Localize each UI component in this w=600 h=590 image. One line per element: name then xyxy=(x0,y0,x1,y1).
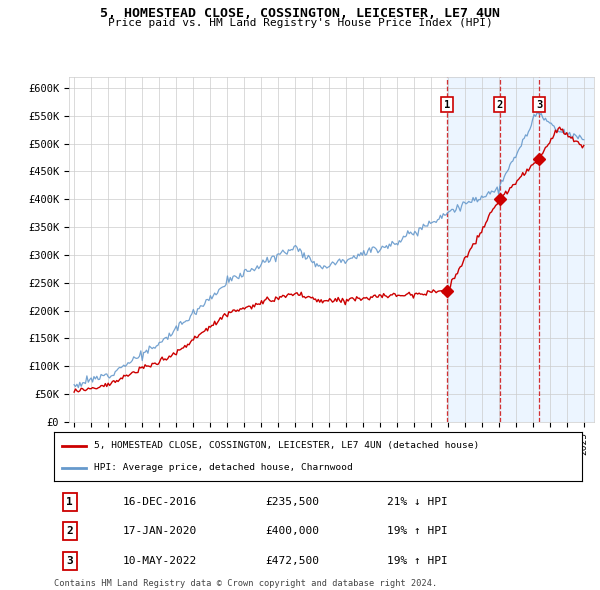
Text: 2: 2 xyxy=(496,100,503,110)
Text: 21% ↓ HPI: 21% ↓ HPI xyxy=(386,497,448,507)
Text: 5, HOMESTEAD CLOSE, COSSINGTON, LEICESTER, LE7 4UN (detached house): 5, HOMESTEAD CLOSE, COSSINGTON, LEICESTE… xyxy=(94,441,479,450)
Text: HPI: Average price, detached house, Charnwood: HPI: Average price, detached house, Char… xyxy=(94,463,352,472)
Text: 5, HOMESTEAD CLOSE, COSSINGTON, LEICESTER, LE7 4UN: 5, HOMESTEAD CLOSE, COSSINGTON, LEICESTE… xyxy=(100,7,500,20)
Text: 17-JAN-2020: 17-JAN-2020 xyxy=(122,526,197,536)
Text: 1: 1 xyxy=(444,100,451,110)
Text: 1: 1 xyxy=(67,497,73,507)
Text: £400,000: £400,000 xyxy=(265,526,319,536)
Text: 3: 3 xyxy=(67,556,73,566)
Text: 2: 2 xyxy=(67,526,73,536)
Text: 19% ↑ HPI: 19% ↑ HPI xyxy=(386,526,448,536)
Text: £472,500: £472,500 xyxy=(265,556,319,566)
Text: £235,500: £235,500 xyxy=(265,497,319,507)
Text: 10-MAY-2022: 10-MAY-2022 xyxy=(122,556,197,566)
Text: Price paid vs. HM Land Registry's House Price Index (HPI): Price paid vs. HM Land Registry's House … xyxy=(107,18,493,28)
Bar xyxy=(447,77,594,422)
Text: 3: 3 xyxy=(536,100,542,110)
Text: 16-DEC-2016: 16-DEC-2016 xyxy=(122,497,197,507)
Text: 19% ↑ HPI: 19% ↑ HPI xyxy=(386,556,448,566)
Text: Contains HM Land Registry data © Crown copyright and database right 2024.
This d: Contains HM Land Registry data © Crown c… xyxy=(54,579,437,590)
